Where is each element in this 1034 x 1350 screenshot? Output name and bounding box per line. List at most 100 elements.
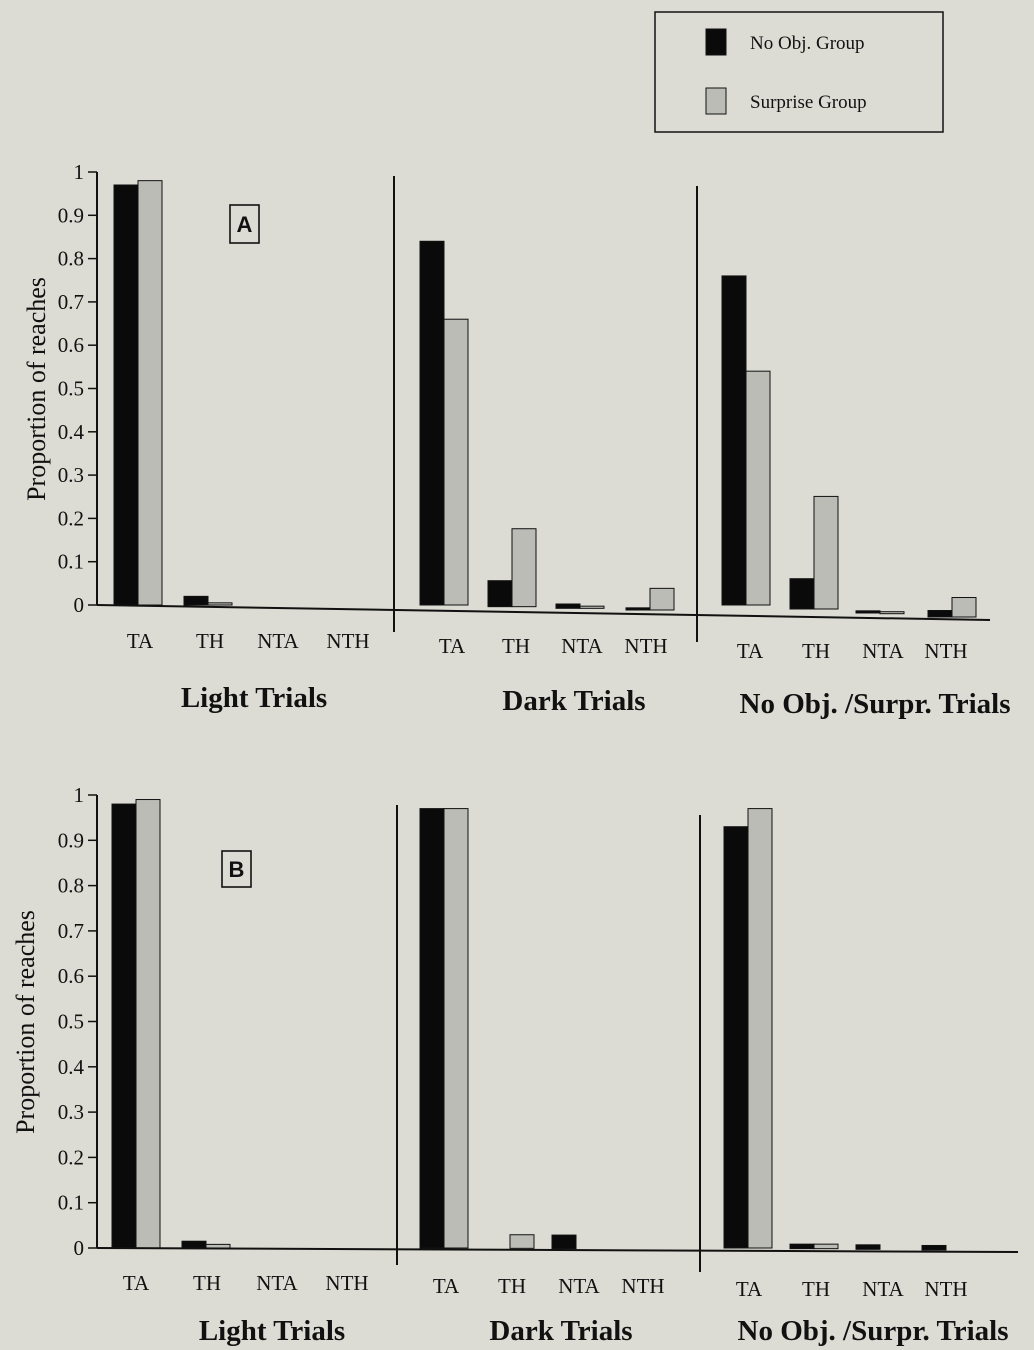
y-tick-label: 0.7 — [58, 919, 84, 943]
y-tick-label: 0.1 — [58, 1191, 84, 1215]
y-tick-label: 0.2 — [58, 506, 84, 530]
bar-no-obj — [487, 580, 513, 608]
cat-label: TA — [123, 1271, 150, 1295]
cat-label: TH — [498, 1274, 526, 1298]
cat-label: TH — [196, 629, 224, 653]
y-tick-label: 0.3 — [58, 1100, 84, 1124]
y-tick-label: 0.5 — [58, 1010, 84, 1034]
bar-no-obj — [183, 595, 209, 606]
bar-surprise — [649, 587, 675, 611]
cat-label: NTH — [624, 634, 667, 658]
bar-no-obj — [789, 1243, 815, 1250]
y-tick-label: 0.7 — [58, 290, 84, 314]
bar-surprise — [951, 597, 977, 618]
bar-no-obj — [723, 826, 749, 1249]
bar-no-obj — [111, 803, 137, 1249]
bar-surprise — [137, 180, 163, 606]
bar-no-obj — [181, 1240, 207, 1249]
y-ticks-a: 0 0.1 0.2 0.3 0.4 0.5 0.6 0.7 0.8 0.9 1 — [58, 160, 97, 617]
y-tick-label: 0.4 — [58, 420, 85, 444]
bar-no-obj — [927, 610, 953, 618]
cat-label: NTH — [325, 1271, 368, 1295]
cat-label: TA — [737, 639, 764, 663]
bar-surprise — [443, 808, 469, 1249]
cat-label: TA — [439, 634, 466, 658]
bar-surprise — [509, 1234, 535, 1249]
y-tick-label: 0 — [74, 593, 85, 617]
y-tick-label: 0 — [74, 1236, 85, 1260]
y-axis-label-b: Proportion of reaches — [11, 910, 40, 1134]
group-label-dark: Dark Trials — [489, 1315, 632, 1347]
y-tick-label: 1 — [74, 783, 85, 807]
bar-surprise — [813, 1243, 839, 1250]
cat-label: NTH — [924, 1277, 967, 1301]
cat-label: NTH — [924, 639, 967, 663]
cat-label: TH — [802, 1277, 830, 1301]
legend-box — [654, 11, 944, 133]
x-axis-b — [96, 1247, 1019, 1253]
bar-no-obj — [855, 1244, 881, 1250]
bars-a — [113, 180, 977, 618]
group-label-dark: Dark Trials — [502, 685, 645, 717]
bar-no-obj — [419, 240, 445, 606]
y-ticks-b: 0 0.1 0.2 0.3 0.4 0.5 0.6 0.7 0.8 0.9 1 — [58, 783, 97, 1260]
cat-label: NTA — [257, 629, 299, 653]
y-tick-label: 0.9 — [58, 828, 84, 852]
bar-surprise — [443, 318, 469, 606]
y-tick-label: 0.6 — [58, 333, 84, 357]
bar-surprise — [135, 799, 161, 1249]
cat-label: NTA — [862, 639, 904, 663]
cat-label: TA — [127, 629, 154, 653]
cat-label: TH — [802, 639, 830, 663]
bar-no-obj — [419, 808, 445, 1249]
y-tick-label: 0.5 — [58, 377, 84, 401]
cat-label: TH — [502, 634, 530, 658]
legend-label-surprise: Surprise Group — [750, 92, 867, 113]
cat-label: TA — [433, 1274, 460, 1298]
panel-letter-a: A — [237, 212, 253, 237]
y-tick-label: 0.1 — [58, 550, 84, 574]
panel-a: 0 0.1 0.2 0.3 0.4 0.5 0.6 0.7 0.8 0.9 1 A Proporti… — [22, 160, 1011, 720]
cat-label: NTA — [862, 1277, 904, 1301]
bar-surprise — [579, 605, 605, 609]
y-tick-label: 1 — [74, 160, 85, 184]
cat-label: NTA — [558, 1274, 600, 1298]
cat-label: TH — [193, 1271, 221, 1295]
y-tick-label: 0.8 — [58, 874, 84, 898]
bar-no-obj — [551, 1234, 577, 1250]
legend-label-no-obj: No Obj. Group — [750, 33, 865, 54]
legend-swatch-no-obj — [705, 28, 727, 56]
y-axis-label-a: Proportion of reaches — [22, 277, 51, 501]
bar-surprise — [205, 1243, 231, 1249]
group-label-light: Light Trials — [199, 1315, 345, 1347]
panel-letter-box-b — [221, 850, 252, 888]
bar-no-obj — [789, 578, 815, 610]
y-tick-label: 0.2 — [58, 1145, 84, 1169]
bar-surprise — [745, 370, 771, 606]
cat-label: NTA — [256, 1271, 298, 1295]
cat-label: NTH — [621, 1274, 664, 1298]
legend-swatch-surprise — [705, 87, 727, 115]
bar-surprise — [813, 495, 839, 610]
y-tick-label: 0.3 — [58, 463, 84, 487]
bar-no-obj — [721, 275, 747, 606]
cat-label: NTA — [561, 634, 603, 658]
bar-no-obj — [555, 603, 581, 609]
bar-no-obj — [113, 184, 139, 606]
group-label-no-obj-surpr: No Obj. /Surpr. Trials — [738, 1315, 1009, 1347]
bar-no-obj — [921, 1244, 947, 1251]
y-tick-label: 0.8 — [58, 247, 84, 271]
group-label-light: Light Trials — [181, 682, 327, 714]
panel-letter-box-a — [229, 204, 260, 244]
bar-no-obj — [855, 610, 881, 614]
y-tick-label: 0.4 — [58, 1055, 85, 1079]
x-axis-a — [96, 604, 991, 621]
legend: No Obj. Group Surprise Group — [654, 11, 944, 133]
group-label-no-obj-surpr: No Obj. /Surpr. Trials — [740, 688, 1011, 720]
bar-surprise — [207, 602, 233, 606]
bars-b — [111, 799, 947, 1251]
cat-label: NTH — [326, 629, 369, 653]
cat-label: TA — [736, 1277, 763, 1301]
y-tick-label: 0.9 — [58, 203, 84, 227]
